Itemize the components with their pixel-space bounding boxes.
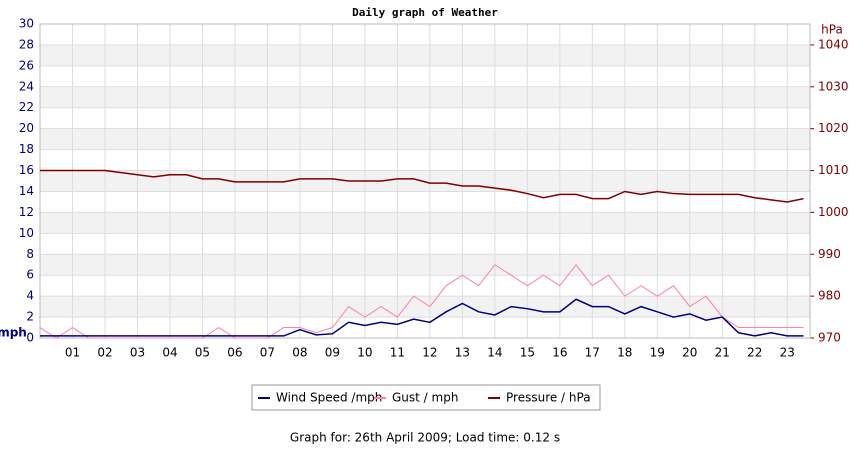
x-tick-label: 11: [390, 346, 405, 360]
x-tick-label: 17: [585, 346, 600, 360]
x-tick-label: 18: [617, 346, 632, 360]
footer: Graph for: 26th April 2009; Load time: 0…: [290, 431, 560, 445]
y2-tick-label: 1030: [818, 79, 849, 93]
x-tick-label: 22: [747, 346, 762, 360]
y-tick-label: 12: [19, 205, 34, 219]
series-line: [40, 298, 804, 337]
chart-title: Daily graph of Weather: [352, 6, 498, 19]
y-tick-label: 24: [19, 79, 34, 93]
y2-tick-label: 990: [818, 247, 841, 261]
y-axis-label: mph: [0, 326, 27, 340]
grid-band: [40, 128, 810, 150]
x-tick-label: 21: [715, 346, 730, 360]
x-tick-label: 05: [195, 346, 210, 360]
y2-axis-label: hPa: [821, 23, 843, 37]
y2-tick-label: 1010: [818, 163, 849, 177]
x-tick-label: 13: [455, 346, 470, 360]
x-tick-label: 06: [227, 346, 242, 360]
y-tick-label: 30: [19, 17, 34, 31]
y-tick-label: 20: [19, 121, 34, 135]
y2-tick-label: 980: [818, 289, 841, 303]
x-tick-label: 20: [682, 346, 697, 360]
x-tick-label: 03: [130, 346, 145, 360]
legend-box: [251, 384, 601, 411]
x-tick-label: 12: [422, 346, 437, 360]
y2-tick-label: 970: [818, 331, 841, 345]
x-tick-label: 15: [520, 346, 535, 360]
y-tick-label: 18: [19, 142, 34, 156]
y-tick-label: 28: [19, 37, 34, 51]
series-line: [39, 263, 804, 339]
series-line: [40, 169, 804, 203]
grid-band: [40, 254, 810, 276]
x-tick-label: 08: [292, 346, 307, 360]
legend-label: Wind Speed /mph: [276, 391, 382, 405]
plot-frame: [39, 23, 811, 339]
y-tick-label: 14: [19, 184, 34, 198]
grid-band: [40, 212, 810, 234]
y-tick-label: 8: [26, 247, 34, 261]
y2-tick-label: 1040: [818, 37, 849, 51]
grid-band: [40, 296, 810, 318]
x-tick-label: 19: [650, 346, 665, 360]
y-tick-label: 6: [26, 268, 34, 282]
y-tick-label: 0: [26, 331, 34, 345]
y-tick-label: 26: [19, 58, 34, 72]
y-tick-label: 2: [26, 310, 34, 324]
y-tick-label: 4: [26, 289, 34, 303]
y-tick-label: 22: [19, 100, 34, 114]
y2-tick-label: 1020: [818, 121, 849, 135]
y2-tick-label: 1000: [818, 205, 849, 219]
x-tick-label: 02: [97, 346, 112, 360]
x-tick-label: 07: [260, 346, 275, 360]
legend-label: Pressure / hPa: [506, 391, 591, 405]
grid-band: [40, 86, 810, 108]
grid-band: [40, 44, 810, 66]
x-tick-label: 09: [325, 346, 340, 360]
x-tick-label: 10: [357, 346, 372, 360]
y-tick-label: 10: [19, 226, 34, 240]
x-tick-label: 23: [780, 346, 795, 360]
x-tick-label: 01: [65, 346, 80, 360]
x-tick-label: 14: [487, 346, 502, 360]
x-tick-label: 16: [552, 346, 567, 360]
y-tick-label: 16: [19, 163, 34, 177]
legend-label: Gust / mph: [392, 391, 458, 405]
x-tick-label: 04: [162, 346, 177, 360]
grid-band: [40, 170, 810, 192]
